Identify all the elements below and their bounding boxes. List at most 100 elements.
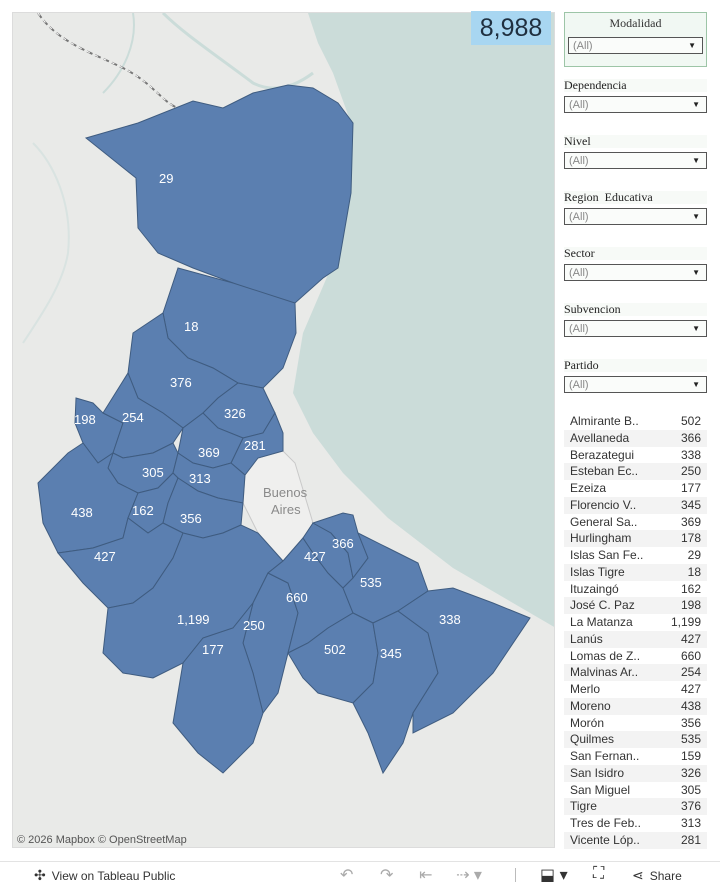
view-on-tableau-button[interactable]: ✣ View on Tableau Public [34, 867, 175, 884]
table-row[interactable]: Moreno 438 [564, 697, 707, 715]
partido-name: Tigre [570, 799, 597, 814]
filter-modalidad: Modalidad (All) ▼ [564, 12, 707, 67]
region-label: 18 [184, 319, 198, 334]
table-row[interactable]: Lomas de Z.. 660 [564, 648, 707, 665]
partido-value: 376 [680, 799, 701, 814]
region-label: 345 [380, 646, 402, 661]
chevron-down-icon: ▼ [692, 268, 700, 277]
map-canvas[interactable]: Buenos Aires [13, 13, 555, 848]
partido-value: 427 [680, 631, 701, 646]
table-row[interactable]: Lanús 427 [564, 630, 707, 648]
region-label: 326 [224, 406, 246, 421]
city-label-line1: Buenos [263, 485, 308, 500]
partido-value: 254 [680, 665, 701, 680]
modalidad-select[interactable]: (All) ▼ [568, 37, 703, 54]
nivel-select[interactable]: (All) ▼ [564, 152, 707, 169]
map-attribution[interactable]: © 2026 Mapbox © OpenStreetMap [17, 834, 187, 846]
partido-value: 177 [680, 481, 701, 495]
subvencion-select[interactable]: (All) ▼ [564, 320, 707, 337]
region-label: 427 [304, 549, 326, 564]
region-polygons[interactable] [37, 84, 531, 775]
table-row[interactable]: Avellaneda 366 [564, 429, 707, 447]
table-row[interactable]: Tigre 376 [564, 798, 707, 815]
region-label: 305 [142, 465, 164, 480]
region-label: 281 [244, 438, 266, 453]
table-row[interactable]: Islas Tigre 18 [564, 563, 707, 581]
region-islas-san-fernando[interactable] [84, 84, 354, 304]
dependencia-select[interactable]: (All) ▼ [564, 96, 707, 113]
table-row[interactable]: Vicente Lóp.. 281 [564, 831, 707, 849]
partido-name: José C. Paz [570, 598, 635, 613]
table-row[interactable]: Ituzaingó 162 [564, 581, 707, 598]
partido-value: 159 [680, 749, 701, 763]
partido-name: Merlo [570, 682, 601, 696]
river-channel [22, 142, 70, 344]
region-ezeiza[interactable] [172, 602, 264, 774]
table-row[interactable]: San Miguel 305 [564, 782, 707, 799]
partido-name: Berazategui [570, 447, 635, 462]
partido-name: General Sa.. [570, 514, 638, 529]
table-row[interactable]: La Matanza 1,199 [564, 614, 707, 631]
map-view[interactable]: Buenos Aires [12, 12, 555, 848]
table-row[interactable]: Berazategui 338 [564, 447, 707, 464]
table-row[interactable]: Merlo 427 [564, 681, 707, 698]
table-row[interactable]: Ezeiza 177 [564, 480, 707, 497]
table-row[interactable]: Quilmes 535 [564, 731, 707, 748]
table-row[interactable]: José C. Paz 198 [564, 597, 707, 614]
region-label: 502 [324, 642, 346, 657]
sector-select[interactable]: (All) ▼ [564, 264, 707, 281]
partido-name: Islas Tigre [570, 564, 625, 579]
refresh-icon[interactable]: ⇢ ▾ [456, 867, 482, 884]
select-value: (All) [569, 211, 589, 223]
redo-icon[interactable]: ↷ [380, 867, 394, 884]
table-row[interactable]: General Sa.. 369 [564, 514, 707, 531]
table-row[interactable]: Almirante B.. 502 [564, 413, 707, 430]
region-berazategui[interactable] [397, 587, 531, 734]
region-label: 660 [286, 590, 308, 605]
partido-select[interactable]: (All) ▼ [564, 376, 707, 393]
table-row[interactable]: Tres de Feb.. 313 [564, 815, 707, 832]
partido-value: 356 [680, 715, 701, 730]
table-row[interactable]: Hurlingham 178 [564, 530, 707, 547]
partido-name: Morón [570, 715, 605, 730]
chevron-down-icon: ▼ [692, 156, 700, 165]
partido-name: San Miguel [570, 782, 631, 797]
partido-name: Quilmes [570, 732, 615, 747]
partido-name: Ituzaingó [570, 581, 619, 596]
download-icon[interactable]: ⬓ ▾ [540, 867, 568, 884]
partido-value: 535 [680, 732, 701, 747]
table-row[interactable]: Malvinas Ar.. 254 [564, 664, 707, 681]
partido-name: Lanús [570, 631, 603, 646]
partido-name: Moreno [570, 698, 611, 713]
chevron-down-icon: ▼ [692, 324, 700, 333]
select-value: (All) [569, 99, 589, 111]
filter-title: Modalidad [609, 16, 662, 30]
region-label: 438 [71, 505, 93, 520]
region-label: 1,199 [177, 612, 210, 627]
table-row[interactable]: Morón 356 [564, 715, 707, 732]
table-row[interactable]: Esteban Ec.. 250 [564, 463, 707, 480]
fullscreen-icon[interactable]: ⛶ [593, 865, 605, 882]
partido-name: Avellaneda [570, 430, 630, 445]
railway-line [37, 13, 179, 109]
filter-nivel: Nivel (All) ▼ [564, 135, 707, 171]
total-count-badge: 8,988 [471, 11, 551, 45]
revert-icon[interactable]: ⇤ [419, 867, 433, 884]
table-row[interactable]: San Isidro 326 [564, 764, 707, 782]
chevron-down-icon: ▼ [692, 100, 700, 109]
share-button[interactable]: ⋖ Share [632, 867, 682, 884]
region-label: 313 [189, 471, 211, 486]
partido-name: San Fernan.. [570, 749, 640, 763]
partido-table: Almirante B.. 502 Avellaneda 366 Berazateg… [564, 413, 707, 849]
table-row[interactable]: San Fernan.. 159 [564, 748, 707, 765]
partido-value: 366 [680, 430, 701, 445]
region-label: 250 [243, 618, 265, 633]
region-label: 369 [198, 445, 220, 460]
rio-de-la-plata-water [293, 13, 554, 627]
partido-name: La Matanza [570, 615, 633, 629]
filter-subvencion: Subvencion (All) ▼ [564, 303, 707, 339]
table-row[interactable]: Islas San Fe.. 29 [564, 547, 707, 564]
undo-icon[interactable]: ↶ [340, 867, 354, 884]
region-educativa-select[interactable]: (All) ▼ [564, 208, 707, 225]
table-row[interactable]: Florencio V.. 345 [564, 496, 707, 514]
